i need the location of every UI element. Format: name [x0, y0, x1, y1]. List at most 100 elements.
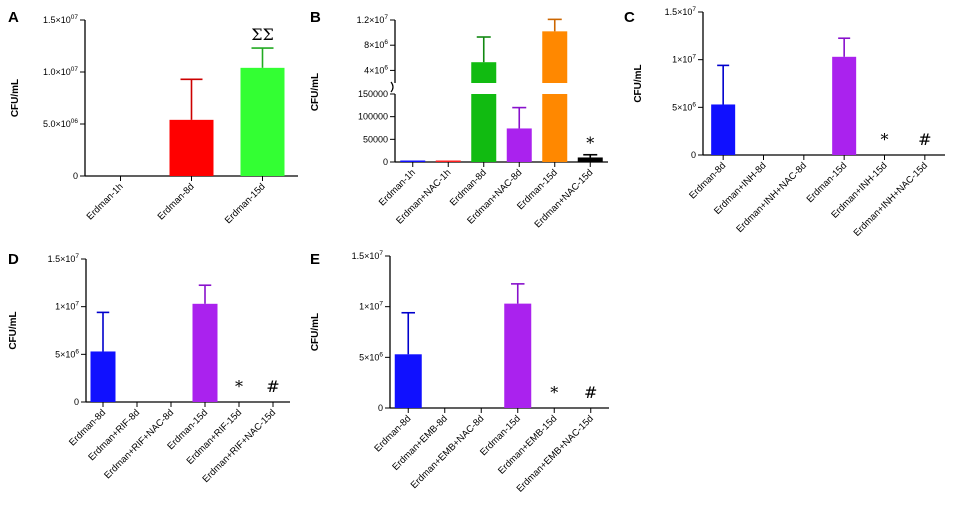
bar-c — [832, 56, 857, 155]
y-tick-label-a: 1.0×1007 — [43, 66, 78, 77]
y-tick-label-d-exponent: 7 — [75, 253, 79, 260]
y-tick-label-e-exponent: 7 — [379, 301, 383, 308]
bar-b — [471, 94, 497, 162]
y-tick-label-b: 4×106 — [364, 64, 388, 75]
bar-a — [240, 67, 285, 176]
bar-e — [394, 354, 422, 408]
bar-b — [506, 128, 532, 162]
panel-a-chart: 05.0×10061.0×10071.5×1007CFU/mLErdman-1h… — [10, 14, 298, 226]
significance-mark-e: # — [584, 383, 597, 402]
significance-mark-e: * — [550, 383, 558, 402]
y-tick-label-e: 0 — [378, 403, 383, 413]
significance-mark-d: * — [235, 377, 243, 396]
y-tick-label-b-exponent: 6 — [384, 64, 388, 71]
y-tick-label-e-exponent: 7 — [379, 250, 383, 257]
bar-b — [577, 157, 603, 162]
y-tick-label-a-mantissa: 0 — [73, 171, 78, 181]
y-tick-label-b: 100000 — [358, 112, 388, 122]
bar-b — [542, 31, 568, 83]
y-tick-label-b: 8×106 — [364, 39, 388, 50]
y-tick-label-d-mantissa: 1×10 — [55, 302, 75, 312]
panel-e-chart: 05×1061×1071.5×107CFU/mLErdman-8dErdman+… — [310, 250, 609, 495]
y-tick-label-b-mantissa: 8×10 — [364, 40, 384, 50]
y-tick-label-b: 0 — [383, 157, 388, 167]
y-tick-label-d: 0 — [74, 397, 79, 407]
y-tick-label-b-mantissa: 1.2×10 — [357, 15, 385, 25]
y-tick-label-a-exponent: 07 — [71, 66, 79, 73]
y-tick-label-d-exponent: 6 — [75, 348, 79, 355]
y-tick-label-a-mantissa: 5.0×10 — [43, 119, 71, 129]
y-tick-label-e-mantissa: 1×10 — [359, 302, 379, 312]
significance-mark-a: ΣΣ — [251, 25, 274, 44]
y-tick-label-d-mantissa: 0 — [74, 397, 79, 407]
bar-e — [504, 303, 532, 408]
y-tick-label-e-mantissa: 5×10 — [359, 352, 379, 362]
y-axis-label-b: CFU/mL — [310, 73, 321, 111]
category-label-a: Erdman-15d — [223, 181, 268, 226]
y-tick-label-c: 0 — [691, 150, 696, 160]
y-tick-label-a: 1.5×1007 — [43, 14, 78, 25]
y-tick-label-e: 5×106 — [359, 351, 383, 362]
panel-label-d: D — [8, 251, 19, 268]
significance-mark-c: * — [881, 130, 889, 149]
panel-label-e: E — [310, 251, 320, 268]
y-tick-label-c-mantissa: 0 — [691, 150, 696, 160]
significance-mark-c: # — [918, 130, 931, 149]
category-label-e: Erdman+EMB+NAC-8d — [409, 413, 487, 491]
y-tick-label-d-exponent: 7 — [75, 301, 79, 308]
y-tick-label-c-mantissa: 1×10 — [672, 55, 692, 65]
y-tick-label-d: 1×107 — [55, 301, 79, 312]
y-tick-label-e-mantissa: 0 — [378, 403, 383, 413]
significance-mark-d: # — [266, 377, 279, 396]
y-tick-label-e-mantissa: 1.5×10 — [352, 251, 380, 261]
category-label-c: Erdman+INH+NAC-8d — [734, 160, 809, 235]
y-tick-label-c-exponent: 7 — [692, 6, 696, 13]
y-tick-label-b: 1.2×107 — [357, 14, 389, 25]
bar-d — [192, 303, 218, 402]
y-tick-label-a-exponent: 06 — [71, 118, 79, 125]
y-tick-label-a: 0 — [73, 171, 78, 181]
bar-a — [169, 119, 214, 176]
y-tick-label-a-mantissa: 1.0×10 — [43, 67, 71, 77]
y-tick-label-e: 1.5×107 — [352, 250, 384, 261]
y-tick-label-c-mantissa: 1.5×10 — [665, 7, 693, 17]
y-tick-label-d-mantissa: 5×10 — [55, 349, 75, 359]
significance-mark-b: * — [586, 134, 594, 153]
y-axis-label-a: CFU/mL — [10, 79, 21, 117]
category-label-c: Erdman-8d — [687, 160, 728, 201]
category-label-c: Erdman+INH+NAC-15d — [852, 160, 930, 238]
y-tick-label-e-exponent: 6 — [379, 351, 383, 358]
y-tick-label-e: 1×107 — [359, 301, 383, 312]
bar-b — [435, 160, 461, 162]
y-tick-label-c: 1.5×107 — [665, 6, 697, 17]
panel-d-chart: 05×1061×1071.5×107CFU/mLErdman-8dErdman+… — [8, 253, 290, 485]
axis-break-b — [390, 81, 394, 93]
y-tick-label-d: 5×106 — [55, 348, 79, 359]
panel-c-chart: 05×1061×1071.5×107CFU/mLErdman-8dErdman+… — [633, 6, 945, 239]
category-label-a: Erdman-8d — [156, 181, 197, 222]
bar-b — [542, 94, 568, 162]
category-label-e: Erdman+EMB+NAC-15d — [515, 413, 596, 494]
panel-label-c: C — [624, 9, 635, 26]
y-tick-label-b: 50000 — [363, 134, 388, 144]
panel-b-chart: 0500001000001500004×1068×1061.2×107CFU/m… — [310, 14, 608, 230]
y-tick-label-b-exponent: 6 — [384, 39, 388, 46]
y-tick-label-b-mantissa: 4×10 — [364, 65, 384, 75]
category-label-a: Erdman-1h — [85, 181, 126, 222]
bar-b — [400, 160, 426, 162]
bar-c — [711, 104, 736, 155]
y-tick-label-c-exponent: 7 — [692, 54, 696, 61]
y-tick-label-c: 1×107 — [672, 54, 696, 65]
y-axis-label-e: CFU/mL — [310, 313, 321, 351]
panel-label-a: A — [8, 9, 19, 26]
panel-label-b: B — [310, 9, 321, 26]
bar-b — [471, 62, 497, 83]
y-tick-label-c: 5×106 — [672, 101, 696, 112]
y-tick-label-d: 1.5×107 — [48, 253, 80, 264]
bar-d — [90, 351, 116, 402]
y-tick-label-b-exponent: 7 — [384, 14, 388, 21]
y-tick-label-b: 150000 — [358, 89, 388, 99]
y-axis-label-c: CFU/mL — [633, 64, 644, 102]
y-tick-label-a-exponent: 07 — [71, 14, 79, 21]
